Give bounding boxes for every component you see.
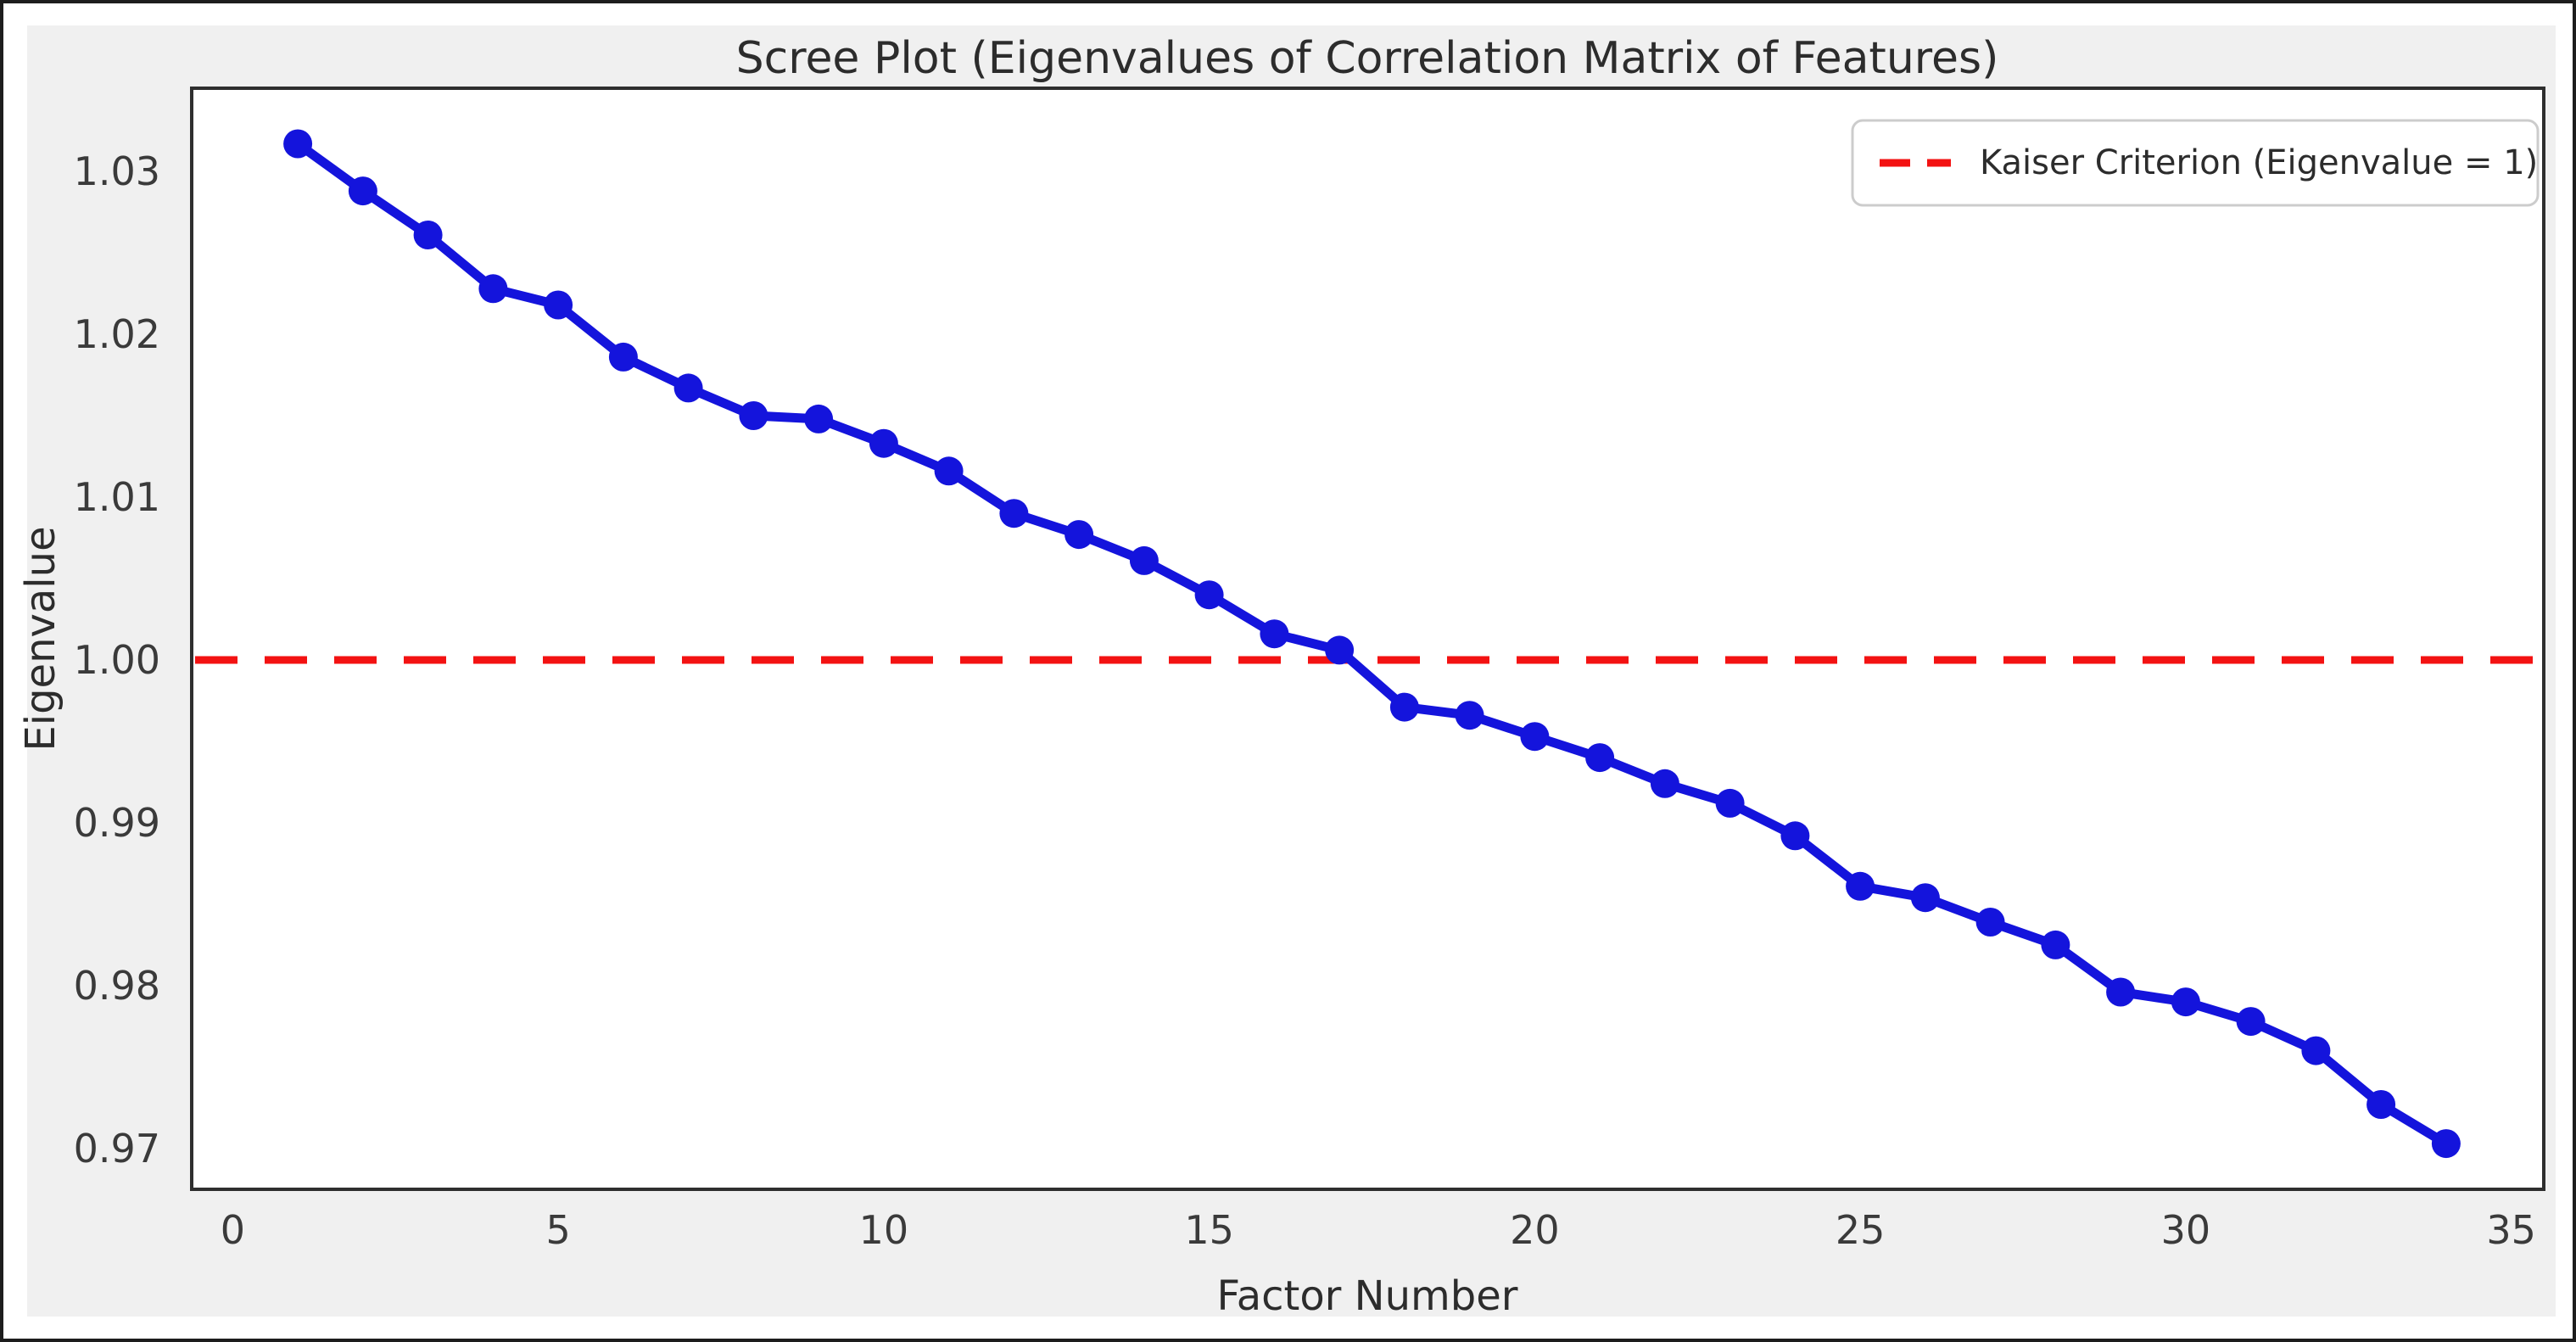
data-point <box>2171 987 2200 1017</box>
data-point <box>2301 1036 2331 1065</box>
legend: Kaiser Criterion (Eigenvalue = 1) <box>1851 119 2540 207</box>
x-axis-label: Factor Number <box>1216 1272 1517 1320</box>
chart-canvas: 1.03 1.02 1.01 1.00 0.99 0.98 0.97 0 5 10 15 20 25 3… <box>17 25 2556 1320</box>
data-point <box>869 428 898 458</box>
data-point <box>283 129 313 159</box>
x-tick-label: 5 <box>545 1207 570 1253</box>
data-point <box>739 401 768 430</box>
legend-label: Kaiser Criterion (Eigenvalue = 1) <box>1980 143 2538 182</box>
x-tick-label: 15 <box>1184 1207 1234 1253</box>
y-tick-label: 0.98 <box>74 963 160 1009</box>
data-point <box>804 404 834 433</box>
x-tick-label: 10 <box>859 1207 909 1253</box>
data-point <box>1455 701 1484 730</box>
plot-frame <box>190 87 2545 1191</box>
data-point <box>1910 883 1940 913</box>
data-point <box>1194 580 1224 610</box>
data-point <box>413 221 443 249</box>
data-point <box>1585 743 1615 773</box>
data-point <box>999 499 1029 528</box>
y-tick-label: 1.01 <box>74 474 160 520</box>
data-point <box>478 274 508 304</box>
data-point <box>2236 1007 2266 1037</box>
data-point <box>1715 788 1745 818</box>
legend-box <box>1851 119 2540 207</box>
data-point <box>2431 1129 2461 1159</box>
x-tick-label: 0 <box>221 1207 245 1253</box>
data-point <box>1975 908 2005 937</box>
data-point <box>1325 635 1355 665</box>
data-point <box>1389 692 1419 722</box>
data-point <box>2041 930 2070 959</box>
eigenvalue-series <box>283 129 2461 1159</box>
plot-area <box>192 88 2544 1189</box>
data-point <box>1520 722 1550 752</box>
data-point <box>1846 871 1875 901</box>
y-tick-label: 0.99 <box>74 800 160 846</box>
y-tick-label: 1.03 <box>74 148 160 194</box>
x-tick-label: 25 <box>1836 1207 1886 1253</box>
data-point <box>1260 619 1289 649</box>
data-point <box>673 373 703 403</box>
eigenvalue-line <box>293 139 2451 1149</box>
data-point <box>2106 977 2136 1007</box>
y-tick-label: 1.02 <box>74 311 160 357</box>
x-tick-label: 20 <box>1510 1207 1560 1253</box>
data-point <box>2366 1090 2396 1119</box>
data-point <box>608 342 638 372</box>
y-axis-tick-labels: 1.03 1.02 1.01 1.00 0.99 0.98 0.97 <box>74 148 160 1171</box>
data-point <box>1064 520 1094 550</box>
data-point <box>934 456 964 486</box>
data-point <box>1129 545 1159 575</box>
data-point <box>348 176 377 206</box>
y-axis-label: Eigenvalue <box>17 526 64 751</box>
chart-title: Scree Plot (Eigenvalues of Correlation M… <box>736 33 1999 84</box>
data-point <box>1650 769 1679 798</box>
y-tick-label: 1.00 <box>74 637 160 683</box>
x-tick-label: 30 <box>2161 1207 2211 1253</box>
x-axis-tick-labels: 0 5 10 15 20 25 30 35 <box>221 1207 2536 1253</box>
x-tick-label: 35 <box>2486 1207 2536 1253</box>
data-point <box>544 290 573 320</box>
y-tick-label: 0.97 <box>74 1126 160 1171</box>
data-point <box>1780 821 1810 851</box>
